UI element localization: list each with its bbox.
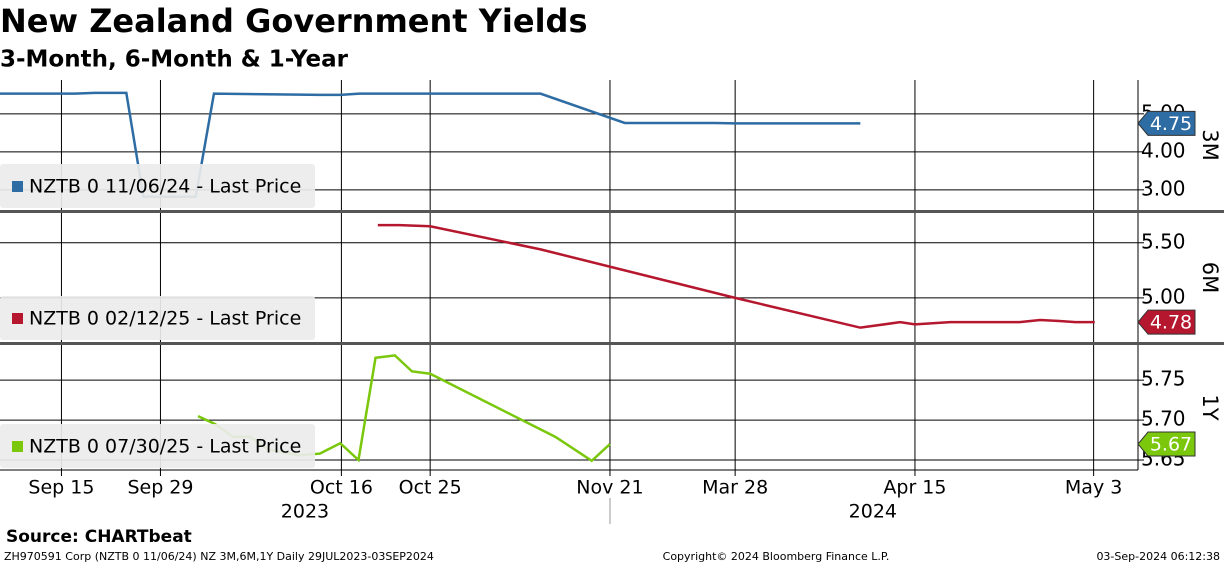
copyright: Copyright© 2024 Bloomberg Finance L.P. (663, 550, 890, 563)
y-tick-label: 5.75 (1141, 367, 1186, 391)
last-price-label: 4.75 (1150, 113, 1192, 135)
last-price-label: 4.78 (1150, 312, 1192, 334)
panel-separator (0, 342, 1224, 345)
legend-swatch (12, 181, 23, 192)
x-tick-label: Sep 15 (28, 477, 94, 499)
x-tick-label: May 3 (1065, 477, 1122, 499)
x-tick-label: Sep 29 (127, 477, 193, 499)
x-tick-label: Mar 28 (702, 477, 768, 499)
y-tick-label: 4.00 (1141, 138, 1186, 162)
timestamp: 03-Sep-2024 06:12:38 (1096, 550, 1220, 563)
x-tick-label: Oct 16 (310, 477, 373, 499)
source: Source: CHARTbeat (6, 527, 192, 547)
x-tick-label: Apr 15 (883, 477, 946, 499)
series-line (0, 91, 861, 198)
legend-label: NZTB 0 02/12/25 - Last Price (29, 308, 301, 330)
panel-label: 3M (1198, 129, 1222, 160)
x-year-label: 2023 (281, 501, 329, 523)
panel-label: 1Y (1198, 394, 1222, 420)
legend-box (0, 296, 315, 340)
chart-title: New Zealand Government Yields (0, 2, 587, 40)
x-tick-label: Oct 25 (399, 477, 462, 499)
panel-separator (0, 210, 1224, 213)
y-tick-label: 5.50 (1141, 229, 1186, 253)
panel-label: 6M (1198, 262, 1222, 293)
chart-subtitle: 3-Month, 6-Month & 1-Year (0, 47, 349, 73)
legend-box (0, 164, 315, 208)
y-tick-label: 5.00 (1141, 284, 1186, 308)
legend-swatch (12, 441, 23, 452)
x-year-label: 2024 (849, 501, 897, 523)
legend-swatch (12, 313, 23, 324)
legend-box (0, 424, 315, 468)
last-price-tag (1137, 110, 1196, 136)
legend-label: NZTB 0 11/06/24 - Last Price (29, 176, 301, 198)
x-tick-label: Nov 21 (576, 477, 643, 499)
footer-info: ZH970591 Corp (NZTB 0 11/06/24) NZ 3M,6M… (4, 550, 434, 563)
series-line (377, 223, 1095, 329)
last-price-tag (1137, 431, 1196, 457)
y-tick-label: 5.70 (1141, 407, 1186, 431)
y-tick-label: 3.00 (1141, 176, 1186, 200)
last-price-tag (1137, 309, 1196, 335)
last-price-label: 5.67 (1150, 434, 1192, 456)
legend-label: NZTB 0 07/30/25 - Last Price (29, 436, 301, 458)
